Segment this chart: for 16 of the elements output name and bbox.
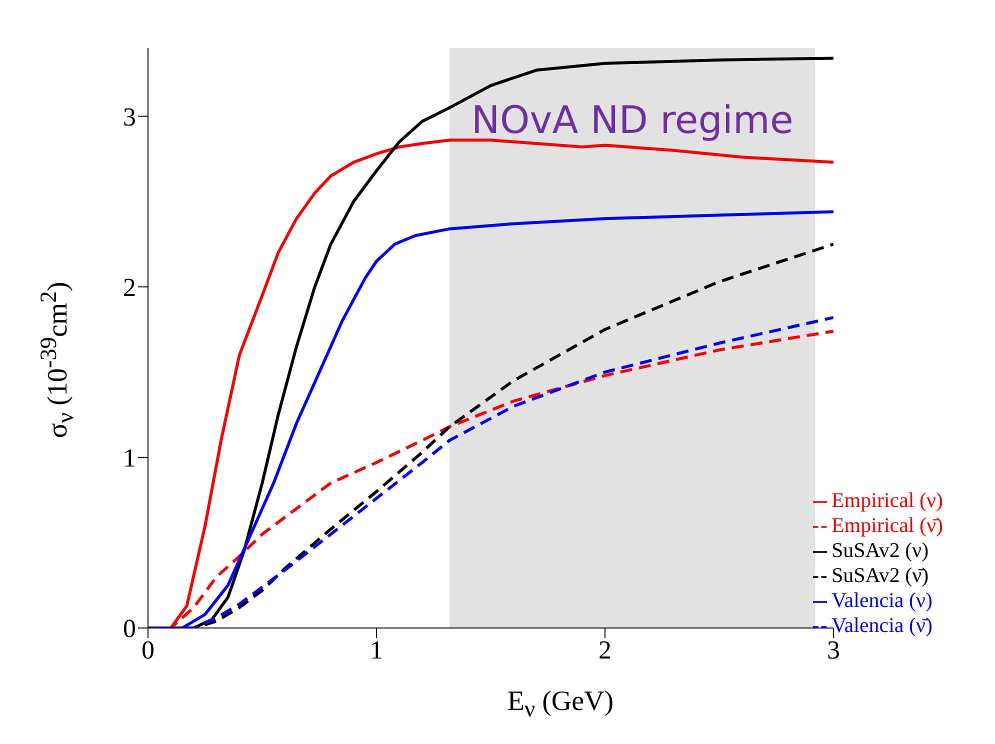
legend-label: SuSAv2 (ν̄): [831, 563, 929, 587]
x-axis-title: E$_{ν}$ (GeV): [506, 686, 615, 724]
legend-label: Empirical (ν̄): [831, 513, 943, 537]
legend-label: Empirical (ν): [831, 488, 943, 512]
legend-label: Valencia (ν): [831, 588, 932, 612]
legend-label: Valencia (ν̄): [831, 613, 932, 637]
y-tick-label: 3: [123, 102, 136, 132]
y-tick-label: 2: [123, 273, 136, 302]
x-tick-label: 0: [142, 635, 154, 664]
x-tick-label: 1: [370, 635, 383, 664]
legend-label: SuSAv2 (ν): [831, 538, 929, 562]
x-tick-label: 3: [826, 635, 840, 664]
y-tick-label: 1: [123, 444, 136, 473]
x-tick-label: 2: [598, 635, 612, 664]
band-label: NOvA ND regime: [471, 98, 794, 142]
y-tick-label: 0: [123, 614, 136, 644]
